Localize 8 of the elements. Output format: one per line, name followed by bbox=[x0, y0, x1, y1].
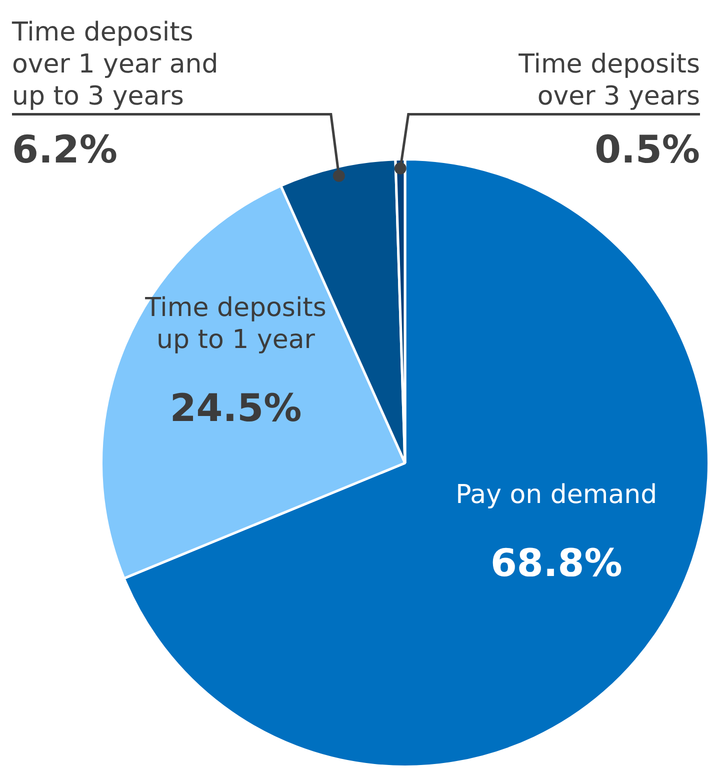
slice-label: Pay on demand bbox=[456, 480, 658, 510]
data-label: 68.8% bbox=[490, 540, 622, 585]
slice-label: Time deposits up to 1 year bbox=[144, 292, 326, 355]
data-label: 6.2% bbox=[12, 127, 118, 172]
slice-label: Time deposits over 1 year and up to 3 years bbox=[11, 17, 218, 112]
data-label: 24.5% bbox=[170, 386, 302, 430]
data-label: 0.5% bbox=[594, 127, 700, 172]
slice-label: Time deposits over 3 years bbox=[518, 49, 700, 112]
